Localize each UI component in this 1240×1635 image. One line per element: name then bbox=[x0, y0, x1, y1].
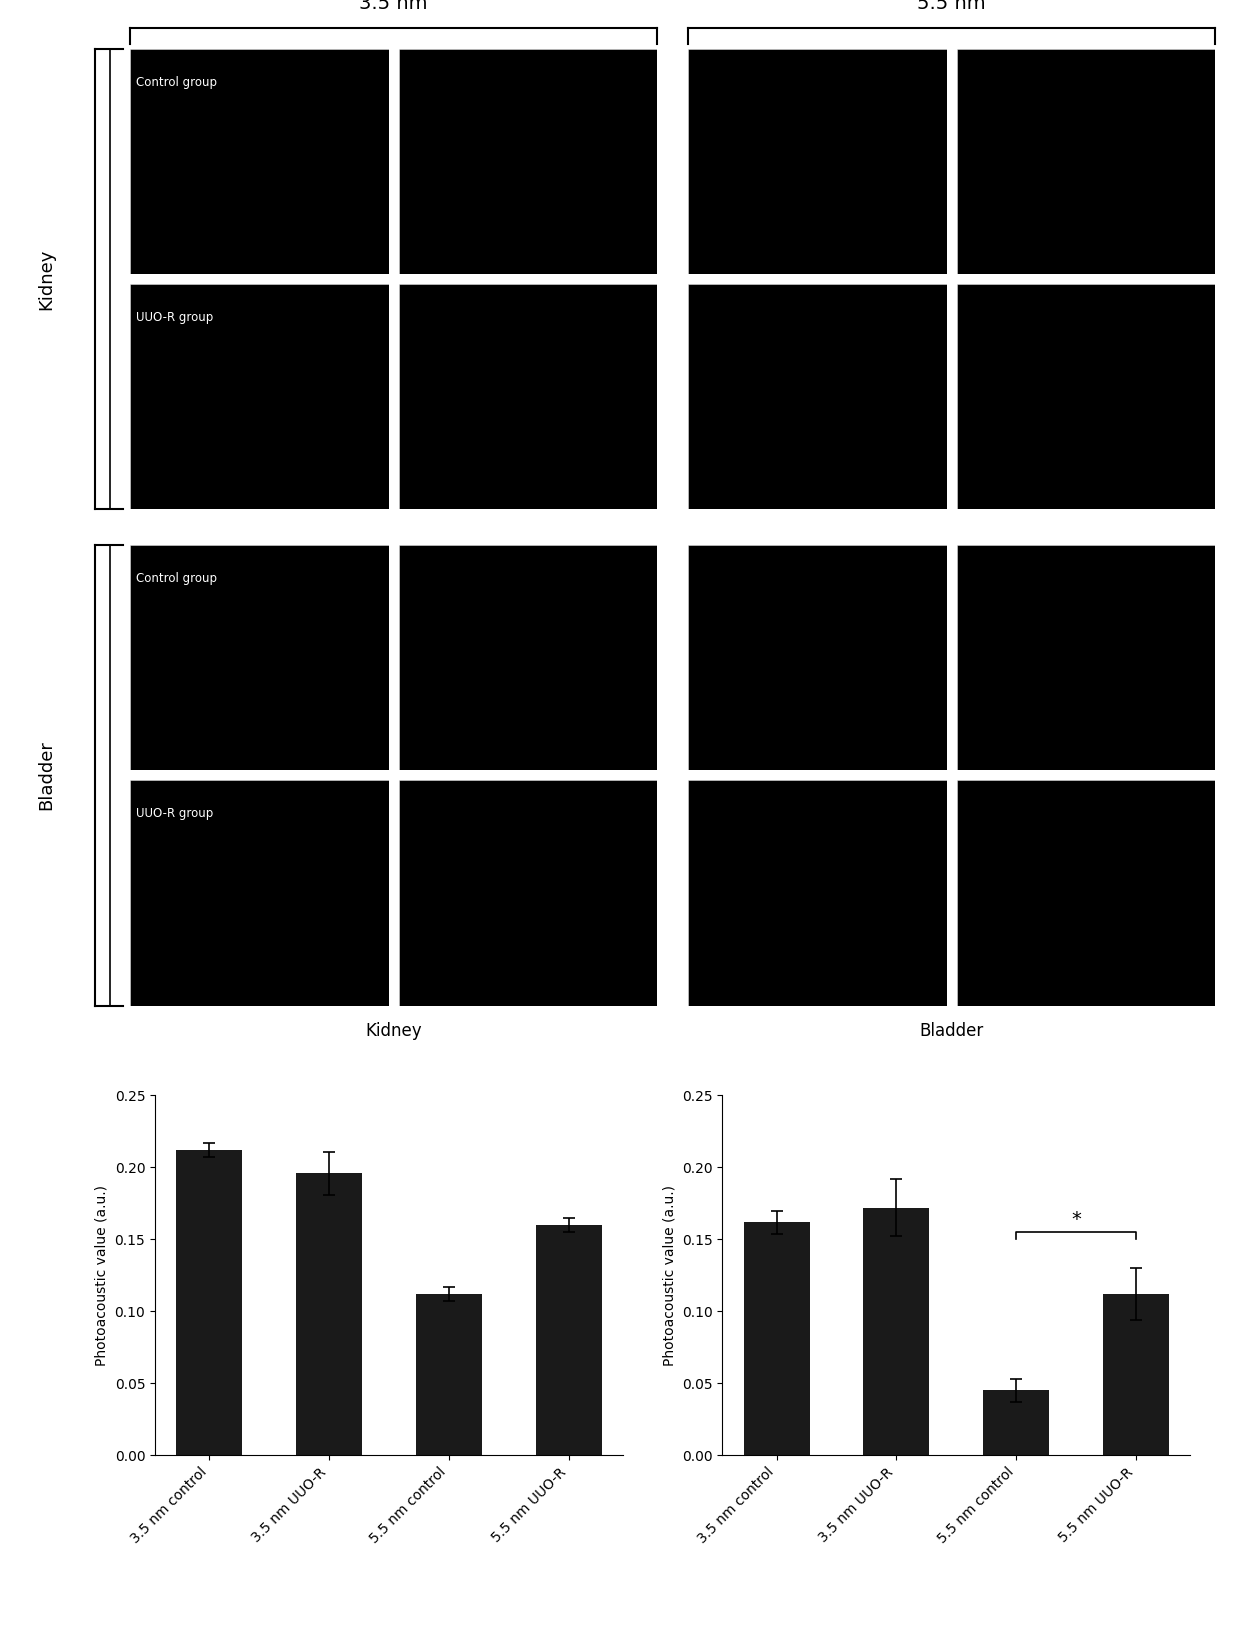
Text: Control group: Control group bbox=[136, 572, 217, 585]
Text: *: * bbox=[1071, 1210, 1081, 1230]
Bar bbox=[744, 1221, 810, 1455]
Bar bbox=[296, 1174, 362, 1455]
Text: 5.5 nm: 5.5 nm bbox=[918, 0, 986, 13]
Text: Bladder: Bladder bbox=[920, 1022, 983, 1040]
Text: Photoacoustic: Photoacoustic bbox=[1038, 51, 1135, 65]
Bar bbox=[417, 1293, 482, 1455]
Y-axis label: Photoacoustic value (a.u.): Photoacoustic value (a.u.) bbox=[95, 1185, 109, 1365]
Bar bbox=[863, 1208, 929, 1455]
Text: UUO-R group: UUO-R group bbox=[136, 311, 213, 324]
Text: Photoacoustic: Photoacoustic bbox=[480, 51, 577, 65]
Text: Kidney: Kidney bbox=[37, 249, 55, 311]
Bar bbox=[1104, 1293, 1169, 1455]
Text: UUO-R group: UUO-R group bbox=[136, 808, 213, 821]
Y-axis label: Photoacoustic value (a.u.): Photoacoustic value (a.u.) bbox=[662, 1185, 676, 1365]
Text: 3.5 nm: 3.5 nm bbox=[360, 0, 428, 13]
Text: Ultrasound
B-mode: Ultrasound B-mode bbox=[780, 51, 856, 80]
Bar bbox=[983, 1390, 1049, 1455]
Text: Control group: Control group bbox=[136, 77, 217, 88]
Bar bbox=[536, 1225, 601, 1455]
Bar bbox=[176, 1149, 242, 1455]
Text: Kidney: Kidney bbox=[366, 1022, 422, 1040]
Text: Bladder: Bladder bbox=[37, 741, 55, 811]
Text: Ultrasound
B-mode: Ultrasound B-mode bbox=[222, 51, 298, 80]
